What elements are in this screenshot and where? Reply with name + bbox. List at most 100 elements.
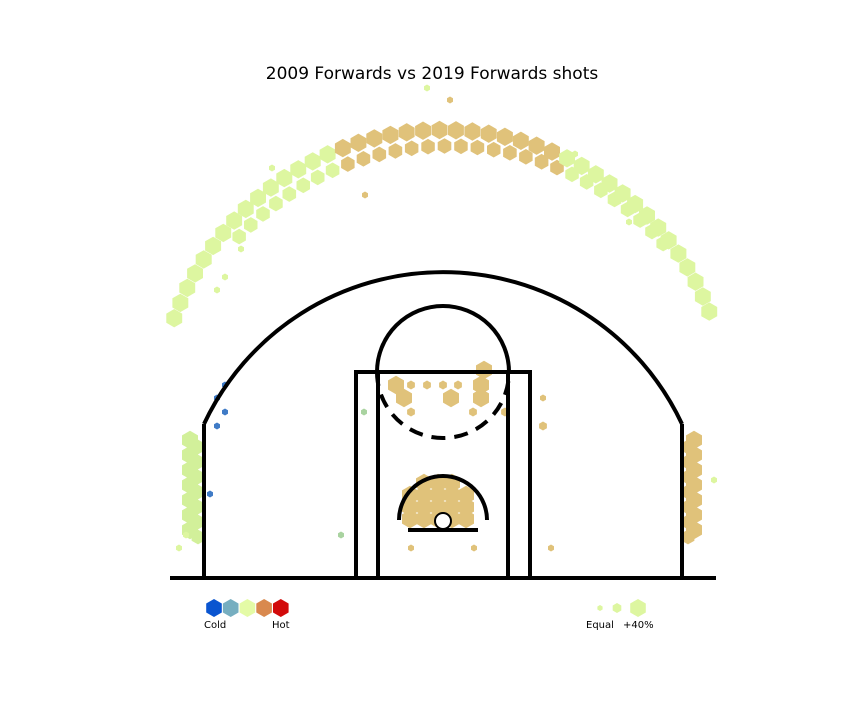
hexbin — [519, 149, 533, 165]
hexbin — [711, 476, 717, 484]
hexbin — [402, 509, 418, 529]
legend-equal-label: Equal — [586, 620, 614, 631]
hexbin — [701, 302, 718, 321]
hexbin — [166, 309, 183, 328]
hexbin — [176, 544, 182, 552]
hexbin — [458, 485, 474, 505]
legend-size-swatch — [597, 605, 603, 611]
hexbin — [407, 407, 415, 417]
hexbin — [424, 84, 430, 92]
hexbin — [487, 141, 501, 158]
hexbin — [471, 544, 477, 552]
hexbin — [237, 199, 254, 219]
hexbin — [430, 497, 446, 517]
hexbin — [454, 138, 468, 155]
hexbin — [573, 156, 590, 176]
hexbin — [269, 164, 275, 172]
hexbin — [587, 165, 604, 184]
hexbin — [572, 150, 578, 158]
hexbin — [670, 244, 687, 263]
hexbin — [458, 509, 474, 529]
hexbin — [350, 133, 367, 152]
three-point-arc — [202, 270, 684, 425]
hexbin — [687, 272, 704, 291]
legend-color-swatch — [256, 599, 272, 617]
hexbin — [681, 529, 695, 545]
hexbin — [473, 375, 489, 395]
legend-hot-label: Hot — [272, 620, 290, 631]
legend-size-swatch — [630, 599, 646, 617]
legend-color-swatch — [206, 599, 222, 617]
hexbin — [512, 131, 529, 150]
court-lines — [170, 270, 716, 580]
hexbin — [540, 394, 546, 402]
hexbin — [334, 138, 351, 158]
hexbin — [458, 497, 474, 517]
hexbin — [408, 544, 414, 552]
hexbin — [473, 388, 489, 408]
hexbin — [372, 146, 387, 163]
hexbin — [222, 273, 228, 281]
hexbin — [496, 127, 513, 146]
hexbin — [238, 245, 244, 253]
hexbin — [559, 149, 575, 168]
hexbin — [430, 485, 446, 505]
hexbin — [226, 211, 243, 230]
hexbin-cold — [214, 422, 220, 430]
chart-title: 2009 Forwards vs 2019 Forwards shots — [265, 64, 599, 84]
hexbin — [187, 264, 203, 283]
hexbin — [356, 151, 371, 167]
legend-size-swatch — [612, 603, 622, 613]
hexbin — [296, 177, 310, 194]
hexbin — [694, 287, 711, 306]
hexbin — [443, 388, 459, 408]
hexbin — [503, 145, 517, 161]
hexbin — [470, 139, 485, 156]
hexbin — [388, 143, 403, 159]
hexbin — [548, 544, 554, 552]
hexbin — [262, 178, 279, 197]
restricted-area-arc — [397, 474, 489, 521]
hexbin — [431, 120, 448, 140]
hexbin — [361, 408, 367, 416]
rim — [434, 512, 452, 530]
hexbin — [539, 421, 547, 431]
hexbin — [398, 123, 415, 142]
free-throw-circle-top — [375, 304, 511, 373]
hexbin — [402, 497, 418, 517]
hexbin — [614, 184, 631, 203]
hexbin — [179, 278, 196, 298]
hexbin — [444, 497, 460, 517]
hexbin — [404, 140, 419, 157]
hexbin — [396, 388, 412, 408]
hexbin — [183, 531, 189, 539]
hexbin — [319, 145, 336, 164]
legend-color-swatch — [222, 599, 239, 617]
hexbin — [469, 407, 477, 417]
hexbin — [276, 168, 293, 188]
hexbin — [269, 195, 283, 212]
hexbin — [407, 380, 415, 390]
hexbin — [416, 509, 432, 529]
hexbin-cold — [222, 408, 228, 416]
hexbin — [601, 174, 618, 193]
size-legend — [597, 599, 646, 617]
hexbin — [338, 531, 344, 539]
hexbin — [660, 231, 677, 250]
legend: Cold Hot Equal +40% — [204, 599, 654, 631]
hexbin — [439, 380, 447, 390]
hexbin — [448, 121, 464, 140]
hexbin — [282, 186, 297, 202]
legend-color-swatch — [239, 599, 256, 617]
hexbin — [250, 188, 266, 208]
hexbin-cold — [207, 490, 213, 498]
hexbin — [325, 162, 340, 179]
hexbin-layer — [166, 84, 718, 552]
hexbin — [366, 129, 383, 148]
legend-plus40-label: +40% — [623, 620, 654, 631]
hexbin — [423, 380, 431, 390]
hexbin — [544, 142, 560, 161]
hexbin — [362, 191, 368, 199]
hexbin — [172, 293, 189, 313]
